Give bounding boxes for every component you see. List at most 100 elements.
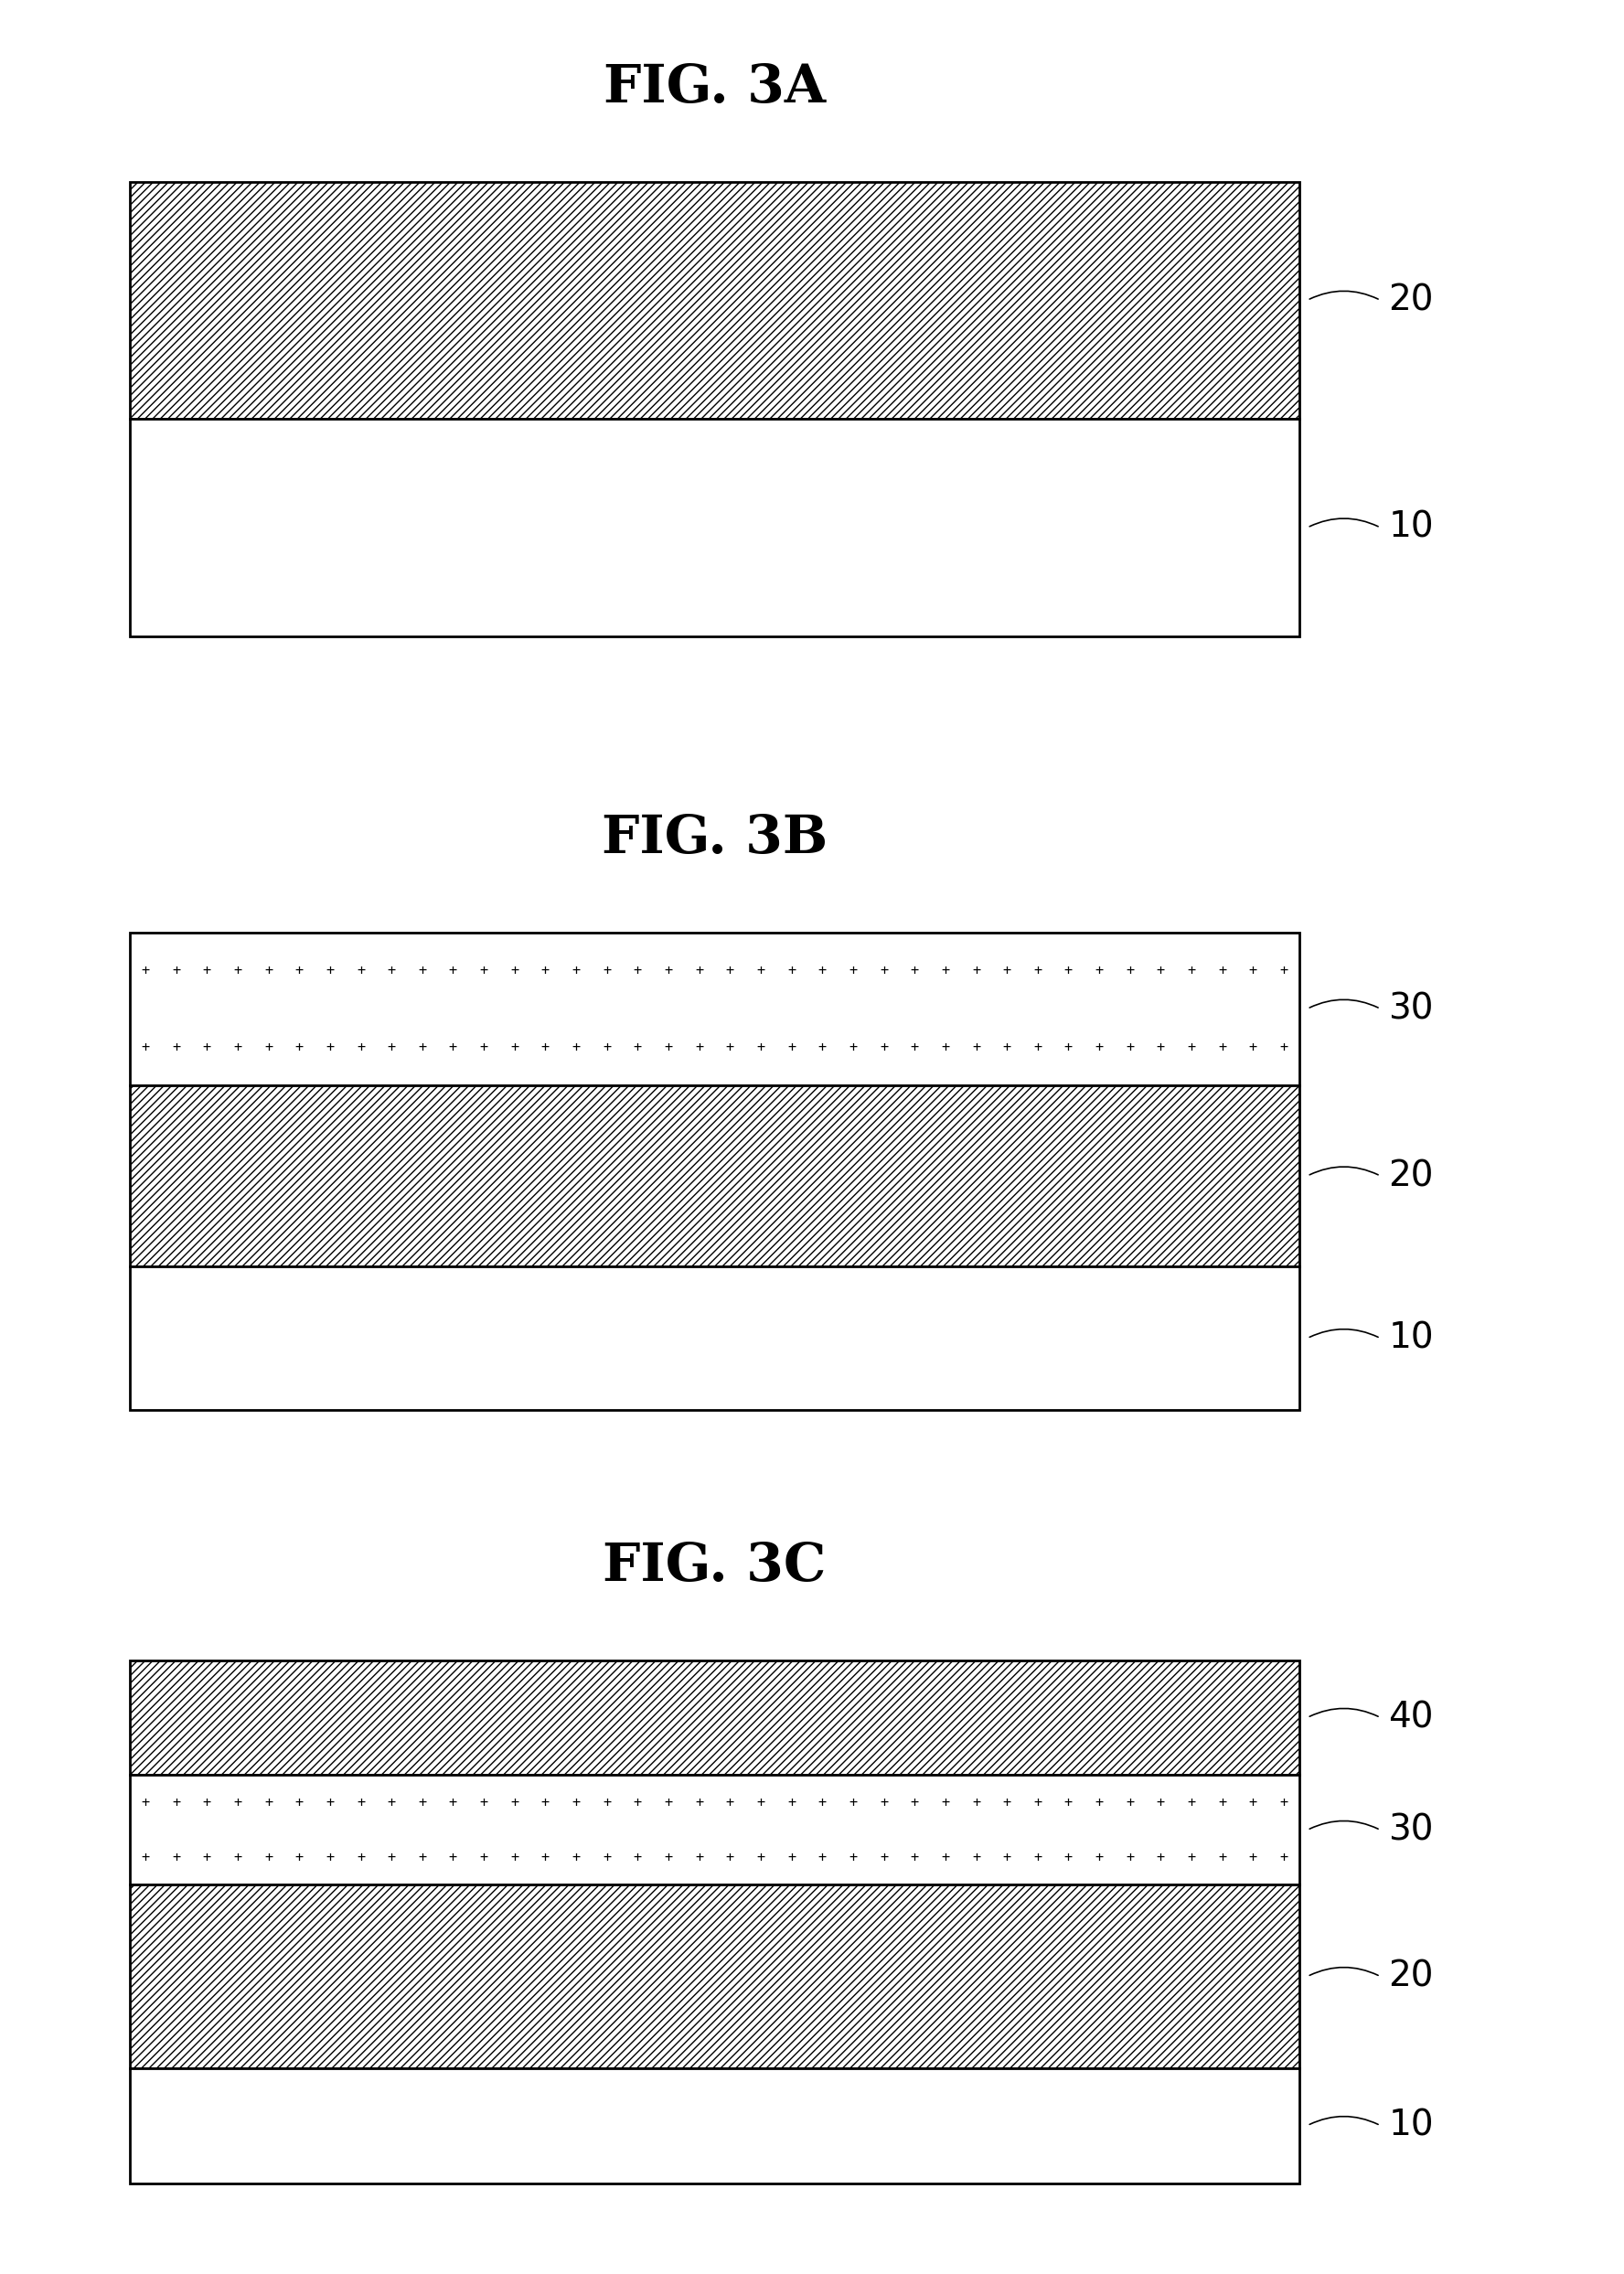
Text: +: + bbox=[849, 1796, 857, 1810]
Text: +: + bbox=[1033, 1851, 1043, 1865]
Text: +: + bbox=[1187, 1851, 1195, 1865]
Text: +: + bbox=[1064, 1851, 1072, 1865]
Text: +: + bbox=[788, 1796, 796, 1810]
Text: 20: 20 bbox=[1389, 1157, 1434, 1194]
Text: +: + bbox=[1249, 1039, 1257, 1053]
Text: +: + bbox=[1249, 1796, 1257, 1810]
Text: +: + bbox=[357, 1039, 365, 1053]
Text: +: + bbox=[695, 1039, 703, 1053]
Text: +: + bbox=[387, 1796, 396, 1810]
Text: +: + bbox=[695, 1851, 703, 1865]
Text: +: + bbox=[1249, 964, 1257, 978]
Text: +: + bbox=[1002, 964, 1012, 978]
Text: +: + bbox=[633, 964, 641, 978]
Text: +: + bbox=[203, 1039, 211, 1053]
Text: +: + bbox=[417, 1851, 427, 1865]
Text: +: + bbox=[788, 964, 796, 978]
Text: +: + bbox=[1156, 964, 1164, 978]
Text: +: + bbox=[971, 1851, 981, 1865]
Bar bbox=[130, 932, 1299, 1085]
Text: +: + bbox=[695, 1796, 703, 1810]
Text: +: + bbox=[880, 1039, 888, 1053]
Text: +: + bbox=[448, 1851, 458, 1865]
Text: +: + bbox=[633, 1851, 641, 1865]
Text: +: + bbox=[726, 1796, 734, 1810]
Text: +: + bbox=[326, 964, 335, 978]
Text: +: + bbox=[326, 1851, 335, 1865]
Text: +: + bbox=[603, 1851, 611, 1865]
Text: +: + bbox=[296, 964, 304, 978]
Bar bbox=[130, 182, 1299, 418]
Text: +: + bbox=[603, 1796, 611, 1810]
Text: +: + bbox=[510, 1796, 518, 1810]
Text: +: + bbox=[1064, 964, 1072, 978]
Text: +: + bbox=[541, 1851, 549, 1865]
Text: +: + bbox=[664, 1796, 672, 1810]
Text: +: + bbox=[265, 1796, 273, 1810]
Text: +: + bbox=[234, 1796, 242, 1810]
Text: +: + bbox=[1002, 1039, 1012, 1053]
Text: +: + bbox=[818, 1039, 827, 1053]
Text: +: + bbox=[849, 1039, 857, 1053]
Text: +: + bbox=[971, 1039, 981, 1053]
Text: +: + bbox=[448, 1039, 458, 1053]
Text: 20: 20 bbox=[1389, 1960, 1434, 1994]
Text: +: + bbox=[203, 1851, 211, 1865]
Text: +: + bbox=[479, 1039, 487, 1053]
Text: +: + bbox=[818, 1796, 827, 1810]
Text: +: + bbox=[1218, 1039, 1226, 1053]
Text: +: + bbox=[141, 1039, 149, 1053]
Bar bbox=[130, 418, 1299, 637]
Text: +: + bbox=[357, 1851, 365, 1865]
Text: +: + bbox=[203, 1796, 211, 1810]
Text: +: + bbox=[141, 964, 149, 978]
Text: +: + bbox=[172, 1851, 180, 1865]
Text: +: + bbox=[1280, 1796, 1288, 1810]
Text: +: + bbox=[1064, 1039, 1072, 1053]
Text: +: + bbox=[541, 1796, 549, 1810]
Text: +: + bbox=[510, 964, 518, 978]
Text: +: + bbox=[387, 1851, 396, 1865]
Text: +: + bbox=[664, 1039, 672, 1053]
Text: +: + bbox=[603, 964, 611, 978]
Text: +: + bbox=[942, 964, 950, 978]
Text: +: + bbox=[172, 964, 180, 978]
Text: +: + bbox=[326, 1796, 335, 1810]
Text: +: + bbox=[664, 964, 672, 978]
Text: +: + bbox=[1033, 1796, 1043, 1810]
Text: 10: 10 bbox=[1389, 2108, 1434, 2142]
Text: +: + bbox=[1033, 1039, 1043, 1053]
Text: +: + bbox=[757, 1796, 765, 1810]
Text: +: + bbox=[479, 1851, 487, 1865]
Text: +: + bbox=[726, 1851, 734, 1865]
Text: +: + bbox=[757, 1039, 765, 1053]
Text: +: + bbox=[911, 1851, 919, 1865]
Text: FIG. 3C: FIG. 3C bbox=[603, 1539, 827, 1592]
Text: +: + bbox=[880, 1851, 888, 1865]
Text: +: + bbox=[849, 964, 857, 978]
Text: +: + bbox=[911, 1039, 919, 1053]
Text: +: + bbox=[1095, 964, 1103, 978]
Text: +: + bbox=[757, 1851, 765, 1865]
Bar bbox=[130, 1085, 1299, 1267]
Text: +: + bbox=[849, 1851, 857, 1865]
Text: +: + bbox=[510, 1039, 518, 1053]
Text: +: + bbox=[1125, 1851, 1134, 1865]
Text: +: + bbox=[234, 1851, 242, 1865]
Text: +: + bbox=[234, 964, 242, 978]
Text: +: + bbox=[664, 1851, 672, 1865]
Text: +: + bbox=[572, 1851, 580, 1865]
Text: 10: 10 bbox=[1389, 509, 1434, 546]
Text: 20: 20 bbox=[1389, 282, 1434, 318]
Bar bbox=[130, 2067, 1299, 2183]
Text: +: + bbox=[510, 1851, 518, 1865]
Text: +: + bbox=[1249, 1851, 1257, 1865]
Text: +: + bbox=[448, 964, 458, 978]
Text: +: + bbox=[541, 1039, 549, 1053]
Text: +: + bbox=[572, 1796, 580, 1810]
Text: +: + bbox=[942, 1796, 950, 1810]
Text: +: + bbox=[417, 1039, 427, 1053]
Text: +: + bbox=[818, 1851, 827, 1865]
Text: +: + bbox=[942, 1039, 950, 1053]
Text: +: + bbox=[726, 1039, 734, 1053]
